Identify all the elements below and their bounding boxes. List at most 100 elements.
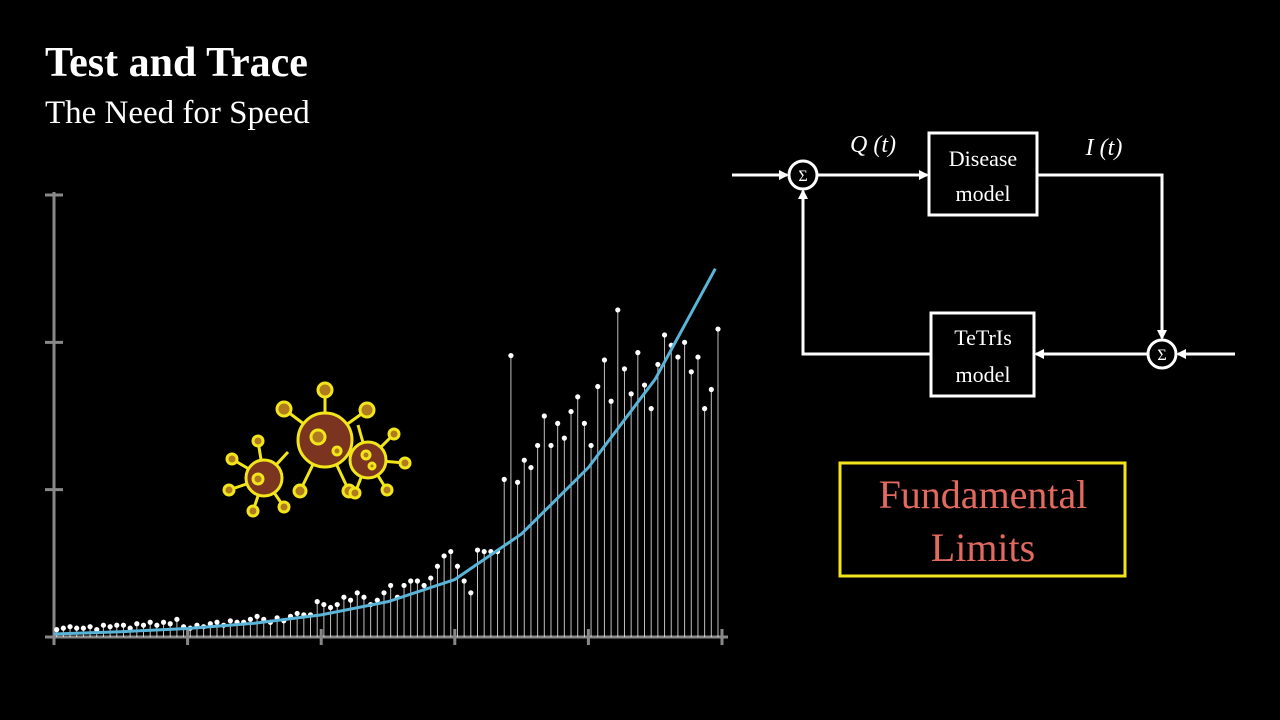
stem-marker	[441, 553, 447, 559]
stem-marker	[514, 479, 521, 485]
stem-marker	[114, 622, 120, 628]
stem-marker	[708, 386, 714, 393]
stem-marker	[54, 627, 60, 633]
sum-symbol: Σ	[1157, 347, 1166, 364]
stem-marker	[621, 366, 628, 372]
stem-marker	[227, 618, 233, 624]
stem-marker	[561, 435, 567, 441]
stem-marker	[521, 457, 527, 463]
stem-marker	[601, 357, 608, 363]
stem-marker	[581, 420, 587, 426]
stem-marker	[321, 601, 327, 608]
block-label: model	[956, 362, 1011, 387]
stem-marker	[160, 619, 167, 625]
stem-marker	[341, 594, 347, 600]
stem-marker	[628, 391, 634, 397]
stem-marker	[615, 307, 621, 313]
stem-marker	[588, 442, 594, 449]
stem-marker	[661, 332, 668, 338]
stem-marker	[461, 578, 467, 584]
stem-marker	[474, 547, 481, 553]
stem-marker	[715, 326, 721, 332]
stem-marker	[595, 383, 601, 390]
stem-marker	[401, 582, 407, 589]
stem-marker	[67, 624, 73, 630]
stem-marker	[140, 622, 147, 628]
title: Test and Trace	[45, 40, 308, 86]
stem-marker	[214, 619, 220, 625]
stem-marker	[294, 610, 300, 617]
stem-marker	[688, 369, 694, 375]
stem-marker	[94, 627, 100, 633]
stem-marker	[434, 563, 441, 569]
callout-box	[838, 461, 1127, 578]
stem-marker	[134, 621, 140, 627]
stem-marker	[174, 616, 180, 622]
block-label: Disease	[949, 146, 1017, 171]
stem-marker	[254, 613, 260, 619]
stem-marker	[327, 604, 334, 611]
signal-label: Q (t)	[850, 132, 896, 158]
stem-marker	[414, 578, 420, 584]
stem-marker	[120, 622, 127, 628]
signal-label: I (t)	[1085, 135, 1123, 161]
trend-curve	[53, 267, 717, 636]
stem-marker	[648, 406, 654, 412]
stem-marker	[381, 590, 387, 596]
stem-marker	[508, 352, 514, 359]
stem-marker	[247, 616, 253, 622]
sum-symbol: Σ	[798, 168, 807, 185]
stem-marker	[675, 354, 681, 360]
stem-marker	[501, 476, 507, 482]
stem-marker	[454, 563, 461, 569]
stem-marker	[80, 625, 86, 631]
stem-marker	[354, 590, 360, 596]
stem-marker	[481, 548, 487, 555]
arrow	[1037, 173, 1167, 340]
block-diagram: Σ Q (t) Disease model I (t) Σ TeTrIs mod…	[732, 131, 1235, 398]
subtitle: The Need for Speed	[45, 95, 310, 131]
stem-marker	[535, 442, 541, 449]
stem-marker	[334, 601, 340, 608]
stem-marker	[347, 597, 354, 603]
stem-marker	[641, 382, 648, 388]
stem-marker	[408, 578, 414, 584]
block-label: model	[956, 181, 1011, 206]
stem-marker	[147, 619, 153, 625]
stem-marker	[127, 625, 133, 631]
stem-marker	[528, 464, 534, 471]
callout-text: Fundamental	[879, 472, 1088, 517]
stem-marker	[207, 621, 213, 627]
stem-marker	[541, 413, 547, 419]
stem-marker	[421, 582, 427, 589]
stem-marker	[74, 625, 80, 631]
stem-marker	[100, 622, 107, 628]
stem-marker	[555, 420, 561, 426]
virus-illustration	[222, 381, 412, 518]
stem-marker	[655, 361, 661, 368]
stem-marker	[314, 599, 320, 605]
stem-marker	[681, 339, 688, 345]
callout-text: Limits	[931, 525, 1035, 570]
stem-marker	[167, 621, 173, 627]
stem-marker	[568, 408, 574, 415]
stem-marker	[107, 624, 113, 630]
stem-marker	[575, 394, 581, 400]
stem-marker	[468, 590, 474, 596]
plot	[45, 192, 728, 645]
stem-marker	[428, 575, 434, 581]
stem-marker	[87, 624, 93, 630]
stem-marker	[374, 597, 380, 603]
arrow	[798, 189, 931, 356]
stem-marker	[60, 625, 66, 631]
stem-marker	[548, 442, 554, 449]
stem-marker	[154, 622, 160, 628]
stem-marker	[695, 354, 701, 360]
stem-marker	[448, 548, 454, 555]
stem-marker	[702, 406, 708, 412]
stem-marker	[608, 398, 614, 404]
stem-marker	[635, 350, 641, 356]
stem-marker	[388, 582, 394, 589]
